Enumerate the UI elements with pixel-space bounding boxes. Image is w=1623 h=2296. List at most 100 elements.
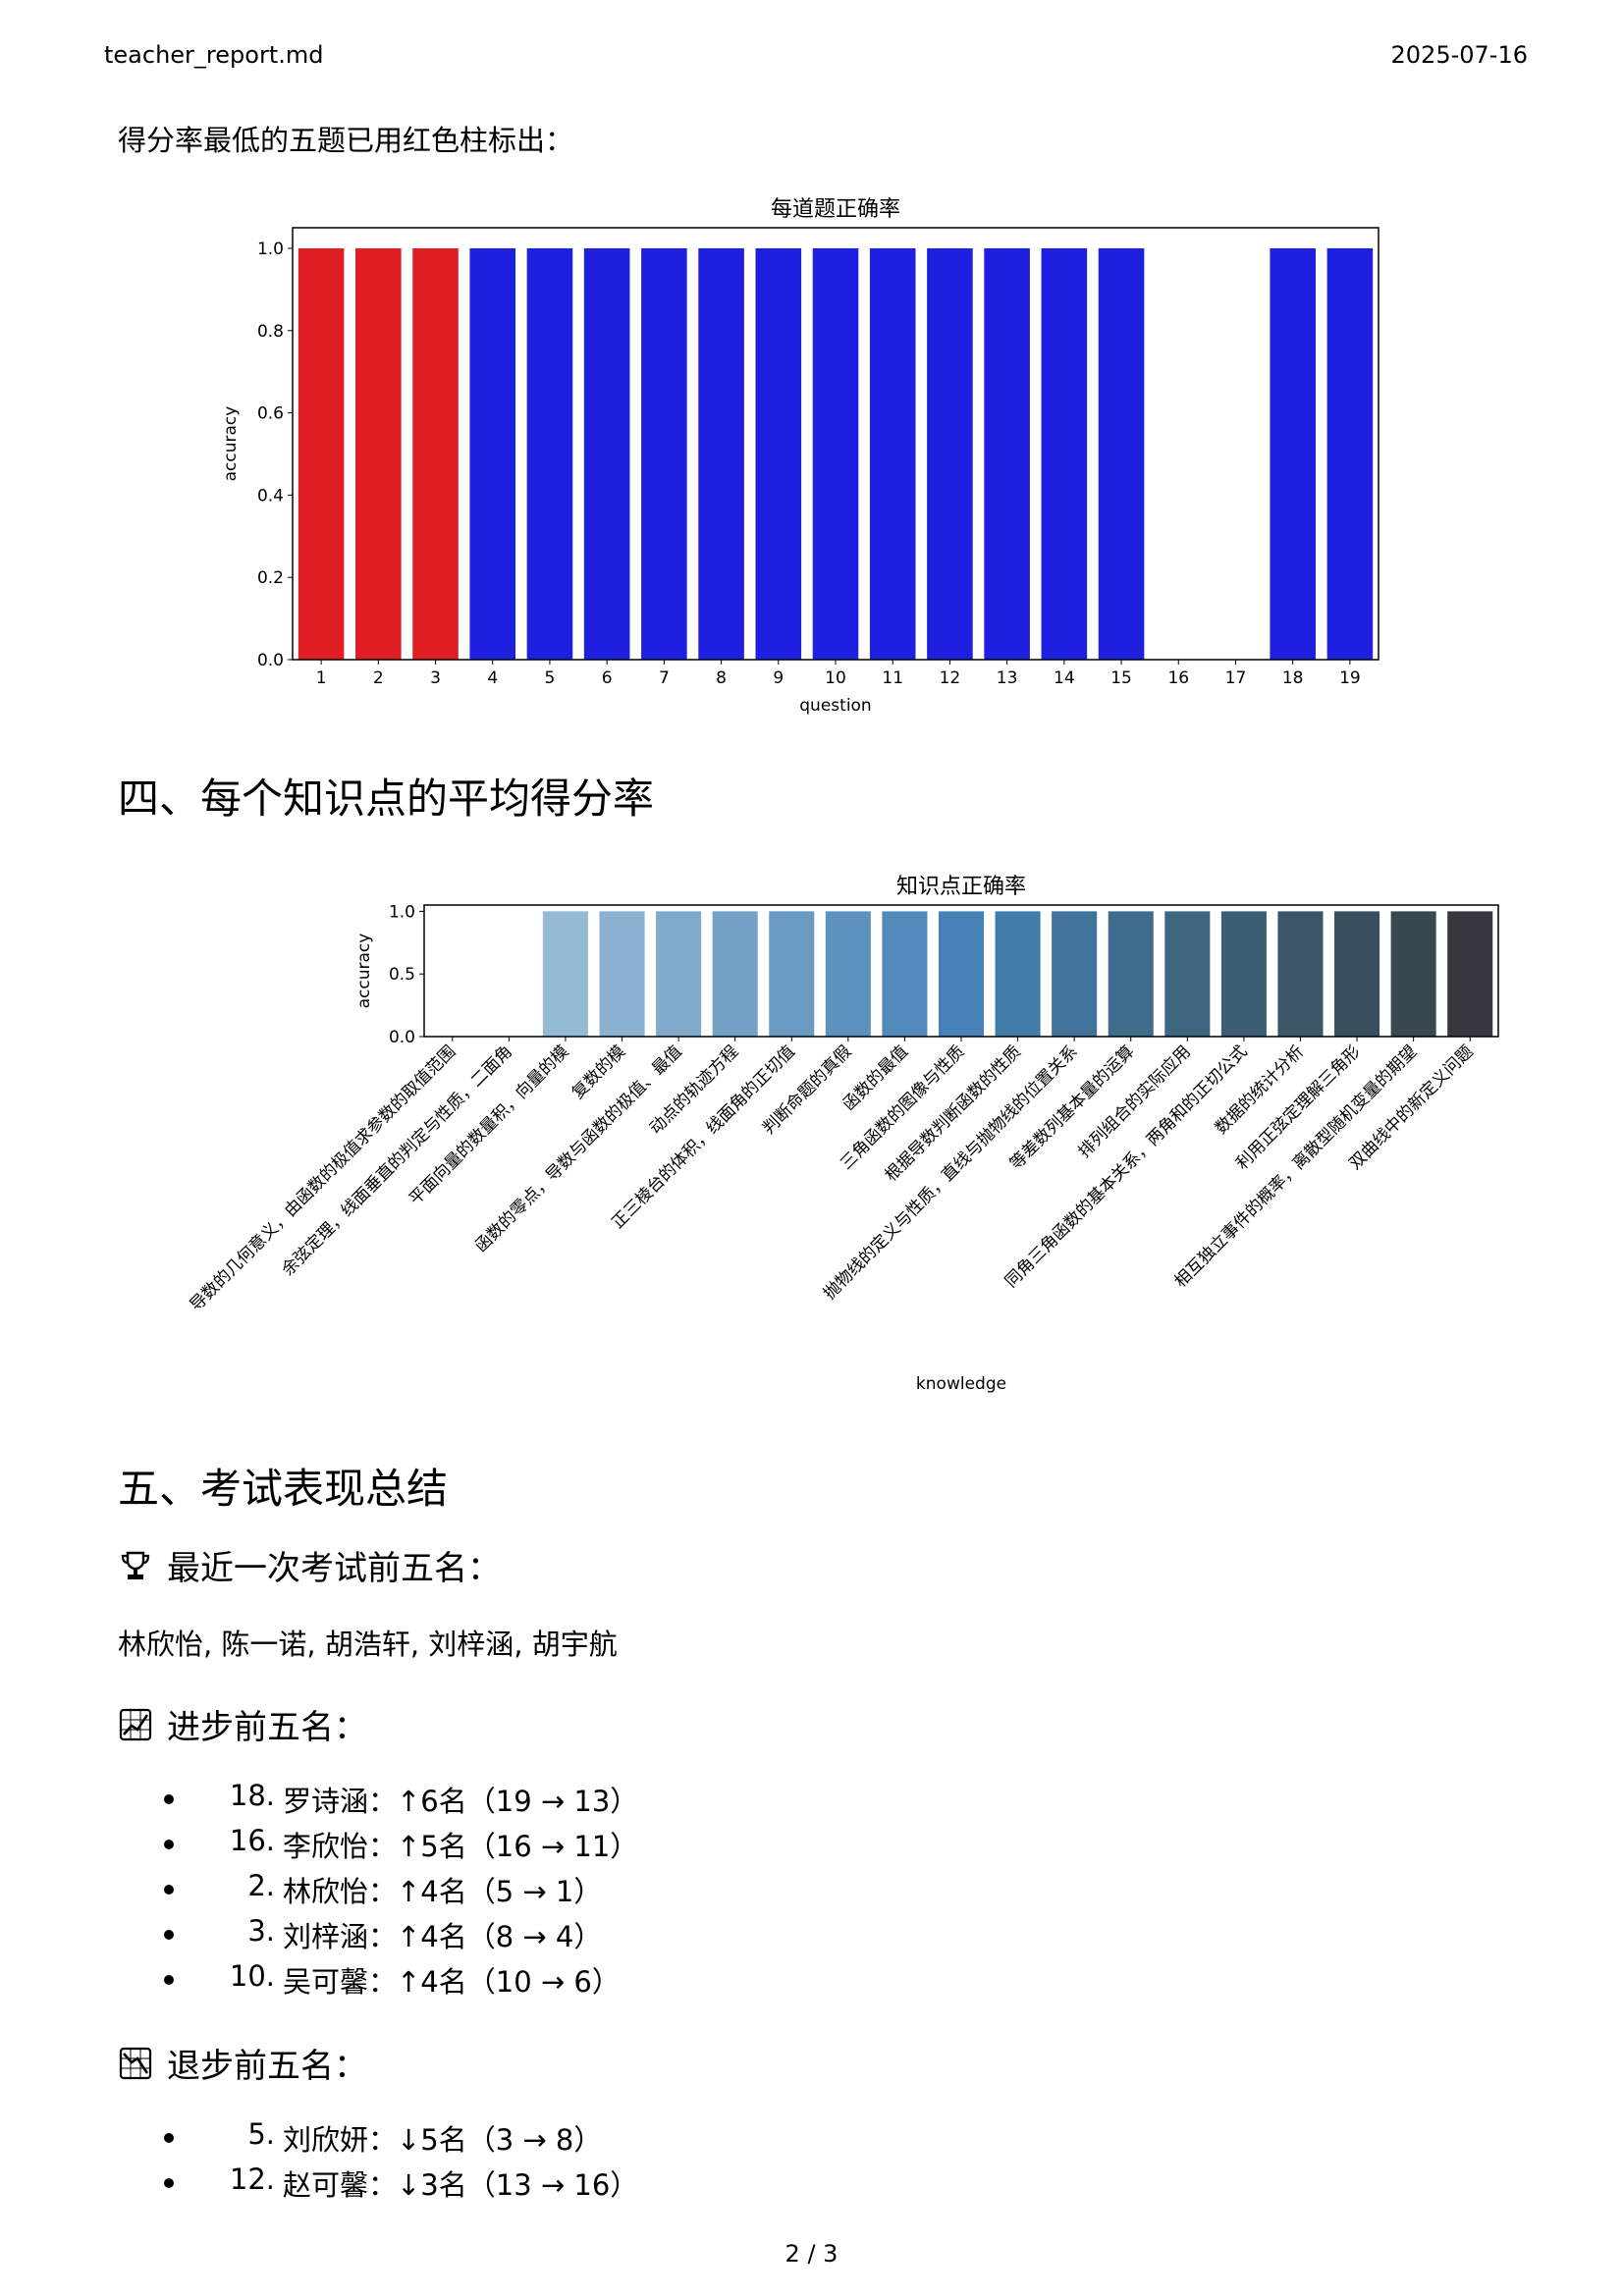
bar: [825, 911, 871, 1037]
bar: [526, 247, 573, 660]
x-tick-label: 12: [940, 668, 961, 688]
bar: [1447, 911, 1493, 1037]
bar: [698, 247, 744, 660]
top5-names: 林欣怡, 陈一诺, 胡浩轩, 刘梓涵, 胡宇航: [118, 1628, 618, 1661]
list-text: 刘欣妍：↓5名（3 → 8）: [283, 2123, 603, 2157]
x-tick-label: 6: [602, 668, 613, 688]
x-tick-label: 函数的零点，导数与函数的极值、最值: [471, 1041, 685, 1255]
plot-frame: [423, 904, 1499, 1038]
bar: [1098, 247, 1145, 660]
bar: [583, 247, 630, 660]
x-tick-label: 5: [545, 668, 556, 688]
chart-decreasing-icon: [119, 2047, 152, 2079]
bullet: [164, 2178, 174, 2188]
list-text: 罗诗涵：↑6名（19 → 13）: [283, 1785, 639, 1818]
bar: [599, 911, 645, 1037]
bullet: [164, 2133, 174, 2143]
x-tick-label: 16: [1167, 668, 1189, 688]
x-tick-label: 15: [1110, 668, 1132, 688]
bar: [298, 247, 345, 660]
plot-frame: [292, 227, 1380, 661]
bar: [1220, 911, 1267, 1037]
bar: [712, 911, 758, 1037]
y-tick-label: 0.5: [389, 965, 415, 985]
list-number: 18.: [229, 1779, 275, 1812]
x-tick-label: 2: [373, 668, 384, 688]
list-number: 2.: [247, 1869, 275, 1902]
y-tick-label: 1.0: [389, 902, 415, 922]
decline-heading: 退步前五名：: [118, 2039, 367, 2087]
improve-heading-label: 进步前五名：: [167, 1708, 367, 1747]
x-tick-label: 9: [773, 668, 784, 688]
bullet: [164, 1885, 174, 1895]
x-tick-label: 10: [825, 668, 846, 688]
bar: [927, 247, 973, 660]
list-number: 3.: [247, 1914, 275, 1948]
bullet: [164, 1794, 174, 1804]
bar: [1326, 247, 1374, 660]
x-tick-label: 8: [716, 668, 727, 688]
bar: [882, 911, 928, 1037]
x-tick-label: 导数的几何意义，由函数的极值求参数的取值范围: [187, 1041, 460, 1315]
y-tick-label: 1.0: [257, 240, 284, 259]
header-date: 2025-07-16: [1390, 41, 1528, 69]
bullet: [164, 1840, 174, 1849]
x-tick-label: 17: [1225, 668, 1247, 688]
x-tick-label: 19: [1339, 668, 1361, 688]
knowledge-accuracy-chart: 知识点正确率导数的几何意义，由函数的极值求参数的取值范围余弦定理，线面垂直的判定…: [187, 875, 1499, 1394]
list-text: 赵可馨：↓3名（13 → 16）: [283, 2168, 639, 2202]
intro-text: 得分率最低的五题已用红色柱标出：: [118, 124, 574, 157]
bar: [1108, 911, 1154, 1037]
y-tick-label: 0.8: [257, 322, 284, 342]
header-filename: teacher_report.md: [104, 41, 324, 69]
x-tick-label: 13: [997, 668, 1018, 688]
bar: [1052, 911, 1098, 1037]
bar: [869, 247, 916, 660]
section-4-title: 四、每个知识点的平均得分率: [118, 774, 655, 823]
x-tick-label: 14: [1054, 668, 1075, 688]
bar: [1390, 911, 1436, 1037]
bar: [1277, 911, 1324, 1037]
bar: [469, 247, 516, 660]
bar: [542, 911, 588, 1037]
x-tick-label: 7: [659, 668, 670, 688]
bar: [412, 247, 459, 660]
decline-heading-label: 退步前五名：: [167, 2047, 367, 2086]
page-number: 2 / 3: [784, 2240, 839, 2268]
x-tick-label: 11: [882, 668, 903, 688]
list-text: 林欣怡：↑4名（5 → 1）: [283, 1875, 603, 1908]
y-tick-label: 0.2: [257, 568, 284, 588]
bar: [656, 911, 702, 1037]
bar: [812, 247, 859, 660]
bar: [769, 911, 815, 1037]
list-text: 刘梓涵：↑4名（8 → 4）: [283, 1920, 603, 1953]
list-text: 吴可馨：↑4名（10 → 6）: [283, 1965, 621, 1999]
y-tick-label: 0.4: [257, 486, 284, 506]
bullet: [164, 1975, 174, 1985]
bar: [1164, 911, 1211, 1037]
top5-heading: 最近一次考试前五名：: [118, 1541, 501, 1589]
x-axis-label: question: [799, 696, 871, 716]
y-tick-label: 0.0: [257, 651, 284, 670]
bar: [938, 911, 985, 1037]
section-5-title: 五、考试表现总结: [118, 1465, 449, 1513]
improve-heading: 进步前五名：: [118, 1700, 367, 1748]
chart-increasing-icon: [119, 1708, 152, 1740]
list-number: 16.: [229, 1824, 275, 1857]
bar: [755, 247, 802, 660]
x-tick-label: 1: [316, 668, 327, 688]
trophy-icon: [121, 1551, 150, 1579]
list-number: 12.: [229, 2163, 275, 2196]
list-text: 李欣怡：↑5名（16 → 11）: [283, 1830, 639, 1863]
bar: [355, 247, 402, 660]
bar: [984, 247, 1030, 660]
y-tick-label: 0.0: [389, 1028, 415, 1047]
top5-heading-label: 最近一次考试前五名：: [167, 1549, 501, 1588]
y-axis-label: accuracy: [354, 934, 374, 1009]
bar: [1041, 247, 1088, 660]
bar: [1270, 247, 1316, 660]
bar: [641, 247, 687, 660]
bullet: [164, 1930, 174, 1940]
x-tick-label: 18: [1282, 668, 1304, 688]
